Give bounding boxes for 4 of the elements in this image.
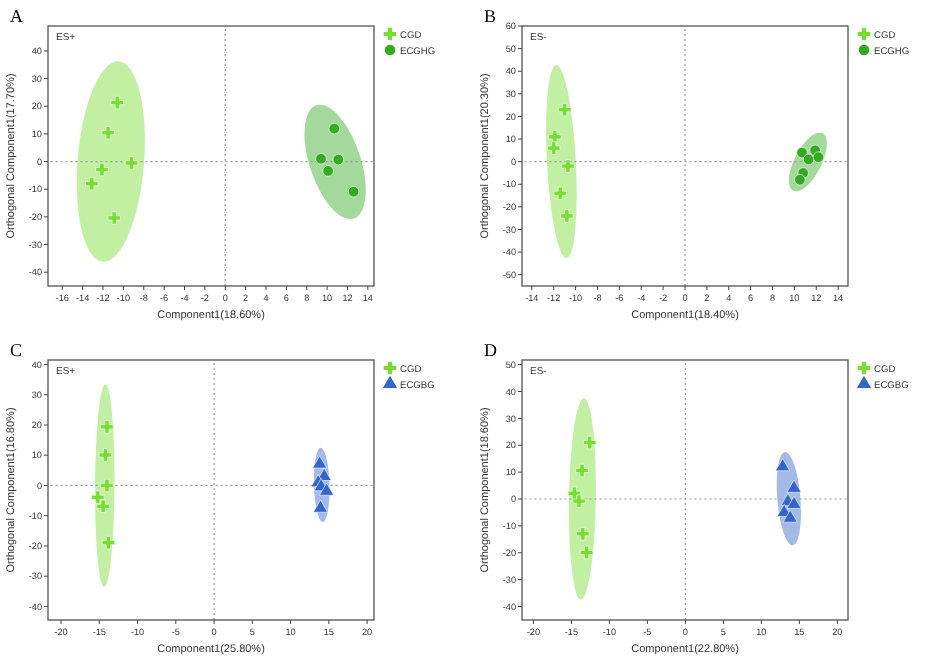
chart-title: C [10,340,23,360]
chart-title: B [484,6,497,26]
chart-title: A [10,6,24,26]
chart-title: D [484,340,498,360]
